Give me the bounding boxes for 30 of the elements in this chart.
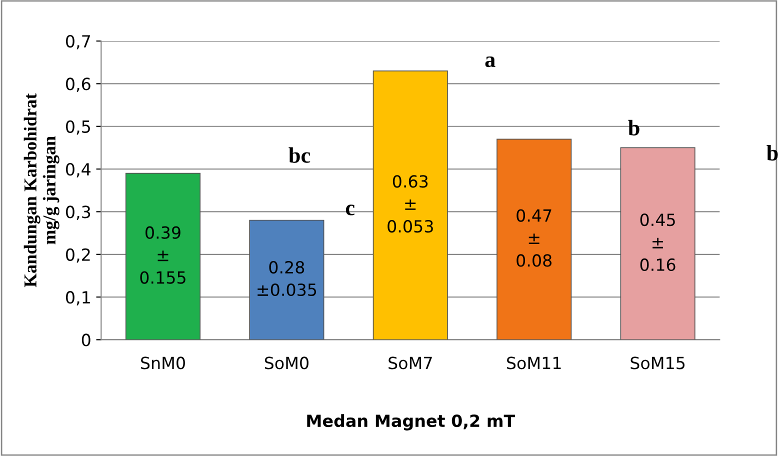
bar xyxy=(249,220,324,340)
y-tick-label: 0,3 xyxy=(66,206,90,220)
y-tick-label: 0,2 xyxy=(66,248,90,263)
x-axis-title: Medan Magnet 0,2 mT xyxy=(307,414,516,430)
data-label: 0.63 ± 0.053 xyxy=(388,175,433,233)
y-tick-label: 0,7 xyxy=(66,35,90,50)
annotation: b xyxy=(628,120,640,136)
bar xyxy=(125,172,201,340)
annotation: bc xyxy=(288,147,310,163)
y-tick-label: 0,5 xyxy=(66,120,90,135)
y-axis-title: Kandungan Karbohidrat mg/g jaringan xyxy=(24,93,60,288)
x-tick-label: SoM0 xyxy=(264,356,308,370)
y-tick-label: 0 xyxy=(82,334,90,346)
y-tick-label: 0,4 xyxy=(66,163,90,178)
y-tick-label: 0,6 xyxy=(66,78,90,92)
x-tick-label: SoM15 xyxy=(630,356,685,370)
x-tick-label: SnM0 xyxy=(141,356,185,370)
annotation: a xyxy=(485,56,496,68)
bar xyxy=(620,147,696,340)
bar xyxy=(372,70,448,340)
annotation: c xyxy=(346,204,354,216)
data-label: 0.39 ± 0.155 xyxy=(140,226,186,284)
data-label: 0.47 ± 0.08 xyxy=(516,209,552,267)
x-tick-label: SoM11 xyxy=(507,356,561,370)
y-tick-label: 0,1 xyxy=(66,291,90,306)
bar xyxy=(496,138,572,340)
x-tick-label: SoM7 xyxy=(388,356,432,370)
data-label: 0.28 ±0.035 xyxy=(258,260,316,296)
text: b xyxy=(766,144,778,161)
data-label: 0.45 ± 0.16 xyxy=(640,213,676,272)
